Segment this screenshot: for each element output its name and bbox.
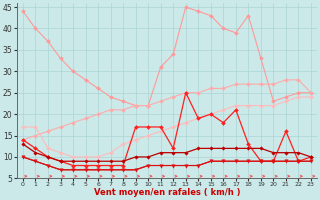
X-axis label: Vent moyen/en rafales ( km/h ): Vent moyen/en rafales ( km/h ) [94, 188, 240, 197]
